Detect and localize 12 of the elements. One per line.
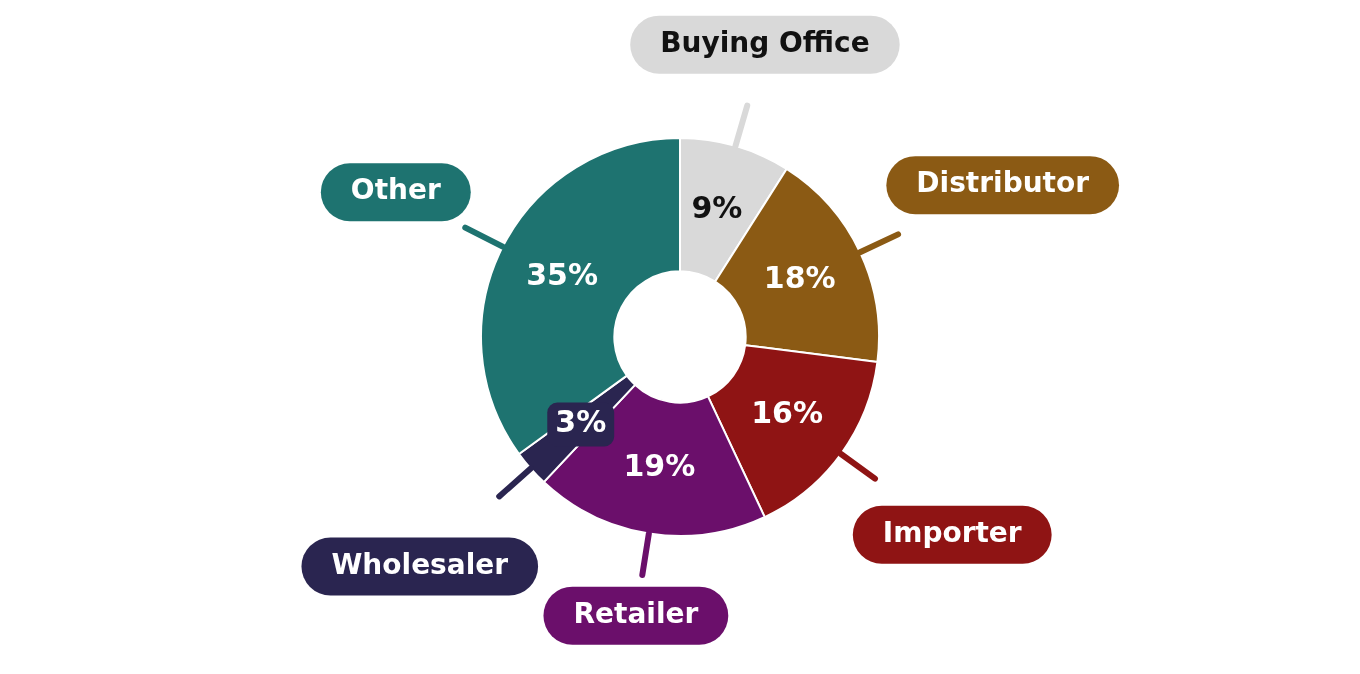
slice-label: Other	[350, 173, 441, 207]
data-label: 35%	[526, 256, 598, 292]
slice-label: Distributor	[916, 166, 1090, 200]
slice-label: Importer	[882, 516, 1022, 550]
data-label: 3%	[555, 404, 607, 440]
data-label: 9%	[691, 189, 743, 225]
data-label: 19%	[623, 447, 696, 483]
data-label: 16%	[751, 394, 823, 430]
slice-label: Retailer	[573, 596, 699, 630]
data-label: 18%	[763, 260, 836, 296]
slice-label: Buying Office	[660, 25, 870, 59]
slice-label: Wholesaler	[331, 547, 509, 581]
